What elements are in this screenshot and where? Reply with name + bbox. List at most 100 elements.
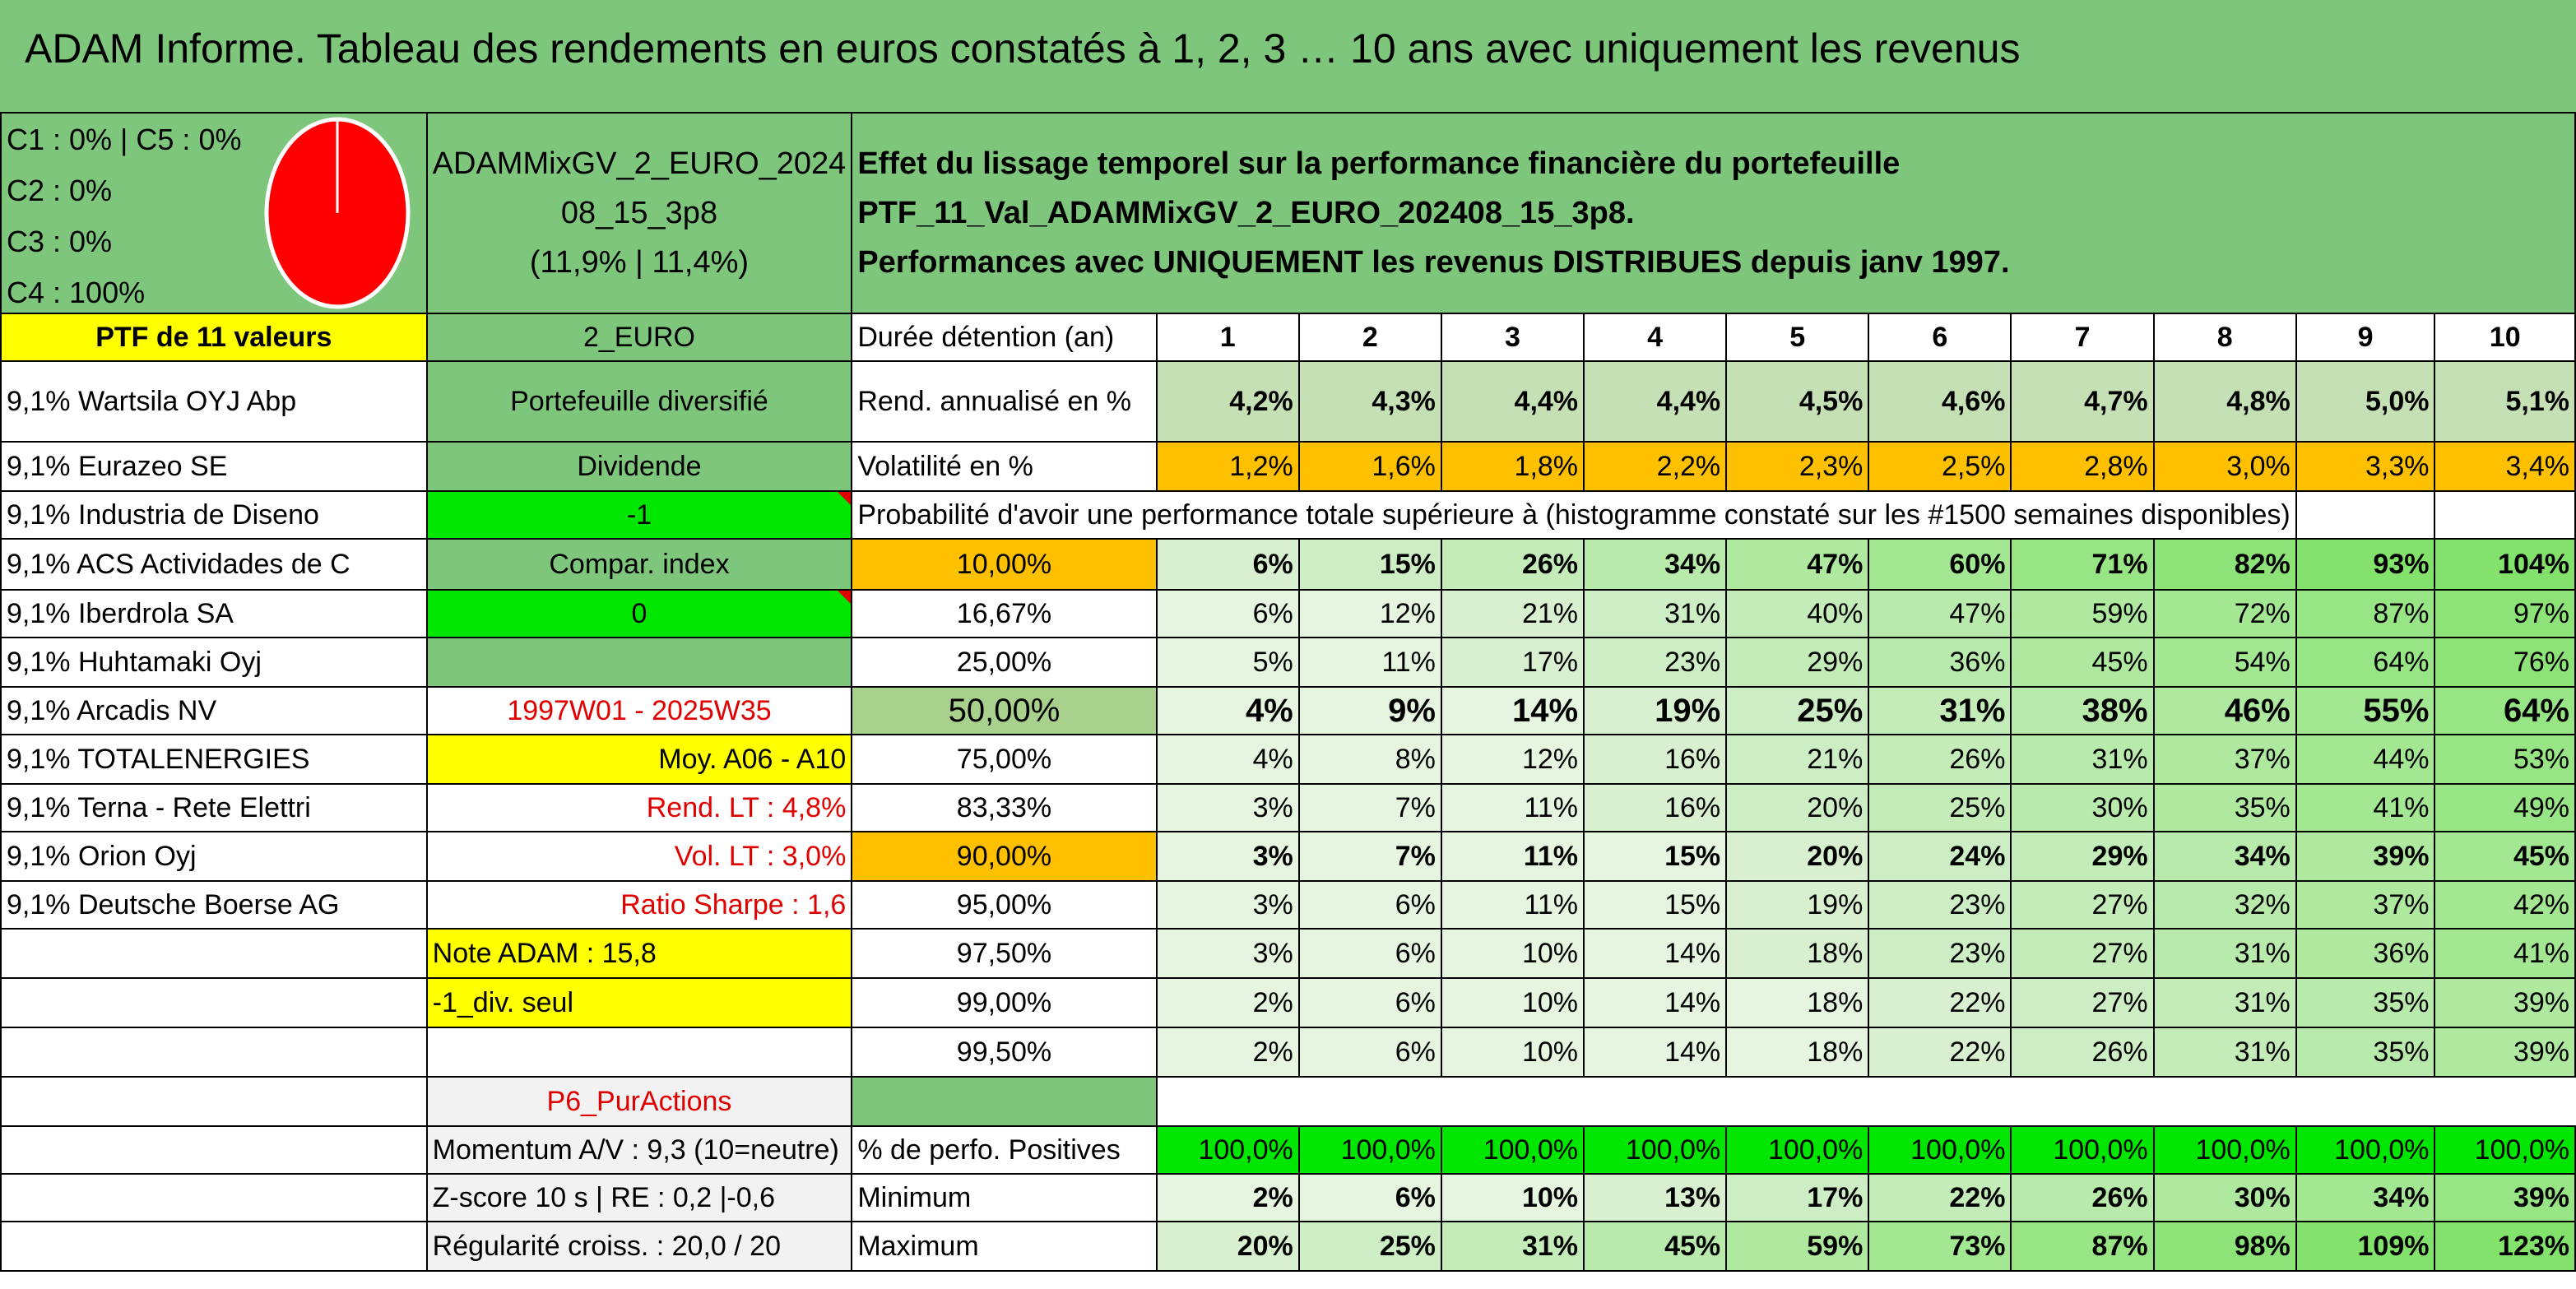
prob-value: 76% bbox=[2434, 637, 2576, 688]
prob-value: 3% bbox=[1155, 880, 1300, 930]
year-header: 6 bbox=[1868, 313, 2012, 362]
prob-value: 23% bbox=[1868, 928, 2012, 979]
rend-label: Rend. annualisé en % bbox=[851, 360, 1158, 443]
holding-item: 9,1% Arcadis NV bbox=[0, 686, 428, 735]
table-row: P6_PurActions bbox=[0, 1076, 2575, 1127]
vol-label: Volatilité en % bbox=[851, 441, 1158, 492]
legend-c2: C2 : 0% bbox=[7, 174, 113, 207]
holding-item: 9,1% Terna - Rete Elettri bbox=[0, 783, 428, 832]
prob-value: 24% bbox=[1868, 831, 2012, 882]
vol-value: 1,2% bbox=[1155, 441, 1300, 492]
prob-value: 31% bbox=[2152, 928, 2297, 979]
prob-value: 3% bbox=[1155, 831, 1300, 882]
empty-cell bbox=[0, 1173, 428, 1222]
pos-value: 100,0% bbox=[1297, 1125, 1442, 1175]
prob-value: 11% bbox=[1440, 880, 1585, 930]
period-label: 1997W01 - 2025W35 bbox=[425, 686, 853, 735]
prob-value: 27% bbox=[2010, 928, 2155, 979]
holding-item: 9,1% Eurazeo SE bbox=[0, 441, 428, 492]
max-value: 59% bbox=[1725, 1221, 1870, 1272]
empty-cell bbox=[851, 1076, 1158, 1127]
max-value: 73% bbox=[1868, 1221, 2012, 1272]
prob-value: 37% bbox=[2295, 880, 2436, 930]
table-row: C1 : 0% | C5 : 0% C2 : 0% C3 : 0% C4 : 100%… bbox=[0, 112, 2576, 314]
prob-value: 54% bbox=[2152, 637, 2297, 688]
prob-value: 19% bbox=[1725, 880, 1870, 930]
prob-value: 3% bbox=[1155, 928, 1300, 979]
prob-value: 21% bbox=[1440, 589, 1585, 638]
prob-value: 64% bbox=[2295, 637, 2436, 688]
prob-value: 97% bbox=[2434, 589, 2576, 638]
pos-value: 100,0% bbox=[2152, 1125, 2297, 1175]
prob-value: 59% bbox=[2010, 589, 2155, 638]
prob-value: 35% bbox=[2295, 977, 2436, 1028]
holding-item: 9,1% Industria de Diseno bbox=[0, 490, 428, 540]
compar-value: 0 bbox=[425, 589, 853, 638]
holding-item: 9,1% ACS Actividades de C bbox=[0, 538, 428, 591]
page-title: ADAM Informe. Tableau des rendements en … bbox=[25, 26, 2021, 72]
pos-value: 100,0% bbox=[1155, 1125, 1300, 1175]
table-row: 9,1% Arcadis NV 1997W01 - 2025W35 50,00% 4%… bbox=[0, 686, 2576, 735]
rend-value: 4,6% bbox=[1868, 360, 2012, 443]
prob-value: 31% bbox=[1583, 589, 1728, 638]
prob-value: 20% bbox=[1725, 831, 1870, 882]
prob-value: 14% bbox=[1583, 977, 1728, 1028]
prob-value: 23% bbox=[1868, 880, 2012, 930]
prob-value: 82% bbox=[2152, 538, 2297, 591]
prob-threshold: 50,00% bbox=[851, 686, 1158, 735]
duree-label: Durée détention (an) bbox=[851, 313, 1158, 362]
max-value: 45% bbox=[1583, 1221, 1728, 1272]
prob-value: 22% bbox=[1868, 977, 2012, 1028]
prob-threshold: 97,50% bbox=[851, 928, 1158, 979]
pos-value: 100,0% bbox=[1583, 1125, 1728, 1175]
prob-threshold: 99,50% bbox=[851, 1027, 1158, 1078]
table-row: PTF de 11 valeurs 2_EURO Durée détention (… bbox=[0, 313, 2576, 362]
table-row: 9,1% Iberdrola SA 0 16,67% 6% 12% 21% 31% 40% 47… bbox=[0, 589, 2576, 638]
portfolio-type: Portefeuille diversifié bbox=[425, 360, 853, 443]
prob-value: 16% bbox=[1583, 783, 1728, 832]
prob-value: 35% bbox=[2152, 783, 2297, 832]
table-row: Note ADAM : 15,8 97,50% 3% 6% 10% 14% 18% 23% 27… bbox=[0, 928, 2576, 979]
prob-value: 10% bbox=[1440, 928, 1585, 979]
holding-item: 9,1% Orion Oyj bbox=[0, 831, 428, 882]
prob-value: 8% bbox=[1297, 734, 1442, 785]
min-value: 22% bbox=[1868, 1173, 2012, 1222]
prob-threshold: 83,33% bbox=[851, 783, 1158, 832]
prob-value: 11% bbox=[1440, 783, 1585, 832]
prob-value: 38% bbox=[2010, 686, 2155, 735]
table-row: 9,1% Deutsche Boerse AG Ratio Sharpe : 1,… bbox=[0, 880, 2576, 930]
prob-value: 37% bbox=[2152, 734, 2297, 785]
prob-value: 35% bbox=[2295, 1027, 2436, 1078]
legend-c3: C3 : 0% bbox=[7, 225, 113, 258]
prob-value: 21% bbox=[1725, 734, 1870, 785]
max-value: 87% bbox=[2010, 1221, 2155, 1272]
moy-label: Moy. A06 - A10 bbox=[425, 734, 853, 785]
title-strip bbox=[0, 100, 2576, 112]
prob-value: 31% bbox=[2152, 1027, 2297, 1078]
prob-value: 71% bbox=[2010, 538, 2155, 591]
table-row: Régularité croiss. : 20,0 / 20 Maximum 20%… bbox=[0, 1221, 2576, 1272]
pos-value: 100,0% bbox=[1725, 1125, 1870, 1175]
regularite-label: Régularité croiss. : 20,0 / 20 bbox=[425, 1221, 853, 1272]
prob-value: 4% bbox=[1155, 686, 1300, 735]
prob-value: 6% bbox=[1297, 880, 1442, 930]
prob-value: 40% bbox=[1725, 589, 1870, 638]
prob-value: 18% bbox=[1725, 977, 1870, 1028]
vol-value: 3,0% bbox=[2152, 441, 2297, 492]
portfolio-name-l1: ADAMMixGV_2_EURO_2024 bbox=[432, 146, 847, 181]
prob-value: 12% bbox=[1440, 734, 1585, 785]
div-seul: -1_div. seul bbox=[425, 977, 853, 1028]
min-value: 26% bbox=[2010, 1173, 2155, 1222]
vol-value: 1,6% bbox=[1297, 441, 1442, 492]
table-row: -1_div. seul 99,00% 2% 6% 10% 14% 18% 22% 27% 31%… bbox=[0, 977, 2576, 1028]
rend-value: 4,2% bbox=[1155, 360, 1300, 443]
prob-value: 6% bbox=[1297, 977, 1442, 1028]
prob-value: 3% bbox=[1155, 783, 1300, 832]
prob-value: 32% bbox=[2152, 880, 2297, 930]
vol-value: 2,8% bbox=[2010, 441, 2155, 492]
prob-threshold: 90,00% bbox=[851, 831, 1158, 882]
legend-c1c5: C1 : 0% | C5 : 0% bbox=[7, 123, 242, 156]
prob-value: 31% bbox=[1868, 686, 2012, 735]
rend-value: 4,4% bbox=[1583, 360, 1728, 443]
prob-value: 36% bbox=[2295, 928, 2436, 979]
